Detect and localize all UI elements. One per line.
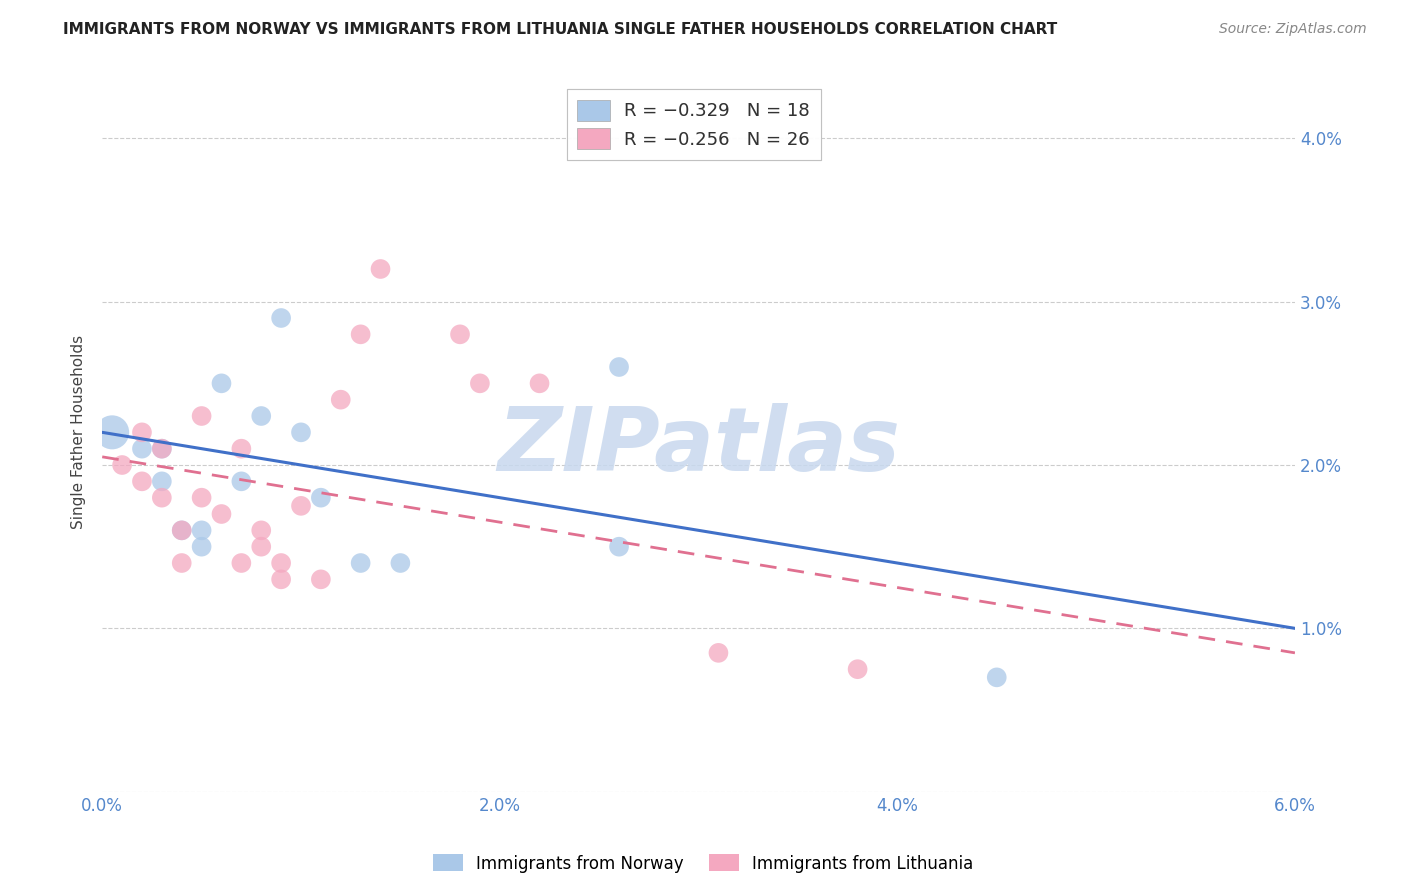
- Point: [270, 310, 292, 325]
- Point: [211, 507, 233, 521]
- Text: Source: ZipAtlas.com: Source: ZipAtlas.com: [1219, 22, 1367, 37]
- Point: [707, 646, 730, 660]
- Point: [250, 524, 273, 538]
- Point: [349, 556, 371, 570]
- Point: [170, 556, 193, 570]
- Point: [529, 376, 551, 391]
- Y-axis label: Single Father Households: Single Father Households: [72, 335, 86, 529]
- Point: [131, 442, 153, 456]
- Point: [150, 491, 173, 505]
- Point: [270, 572, 292, 586]
- Point: [111, 458, 134, 472]
- Point: [389, 556, 412, 570]
- Point: [170, 524, 193, 538]
- Legend: Immigrants from Norway, Immigrants from Lithuania: Immigrants from Norway, Immigrants from …: [426, 847, 980, 880]
- Point: [468, 376, 491, 391]
- Point: [607, 540, 630, 554]
- Point: [290, 425, 312, 440]
- Point: [449, 327, 471, 342]
- Point: [190, 524, 212, 538]
- Point: [846, 662, 869, 676]
- Point: [150, 442, 173, 456]
- Point: [349, 327, 371, 342]
- Point: [607, 359, 630, 374]
- Point: [170, 524, 193, 538]
- Point: [231, 475, 253, 489]
- Point: [190, 540, 212, 554]
- Point: [231, 442, 253, 456]
- Point: [101, 425, 124, 440]
- Point: [290, 499, 312, 513]
- Point: [250, 540, 273, 554]
- Point: [150, 442, 173, 456]
- Point: [190, 491, 212, 505]
- Point: [190, 409, 212, 423]
- Point: [370, 262, 392, 277]
- Text: ZIPatlas: ZIPatlas: [498, 403, 900, 491]
- Point: [131, 425, 153, 440]
- Point: [150, 475, 173, 489]
- Point: [211, 376, 233, 391]
- Point: [309, 572, 332, 586]
- Point: [231, 556, 253, 570]
- Legend: R = −0.329   N = 18, R = −0.256   N = 26: R = −0.329 N = 18, R = −0.256 N = 26: [567, 89, 821, 160]
- Point: [329, 392, 352, 407]
- Point: [250, 409, 273, 423]
- Point: [131, 475, 153, 489]
- Text: IMMIGRANTS FROM NORWAY VS IMMIGRANTS FROM LITHUANIA SINGLE FATHER HOUSEHOLDS COR: IMMIGRANTS FROM NORWAY VS IMMIGRANTS FRO…: [63, 22, 1057, 37]
- Point: [309, 491, 332, 505]
- Point: [270, 556, 292, 570]
- Point: [986, 670, 1008, 684]
